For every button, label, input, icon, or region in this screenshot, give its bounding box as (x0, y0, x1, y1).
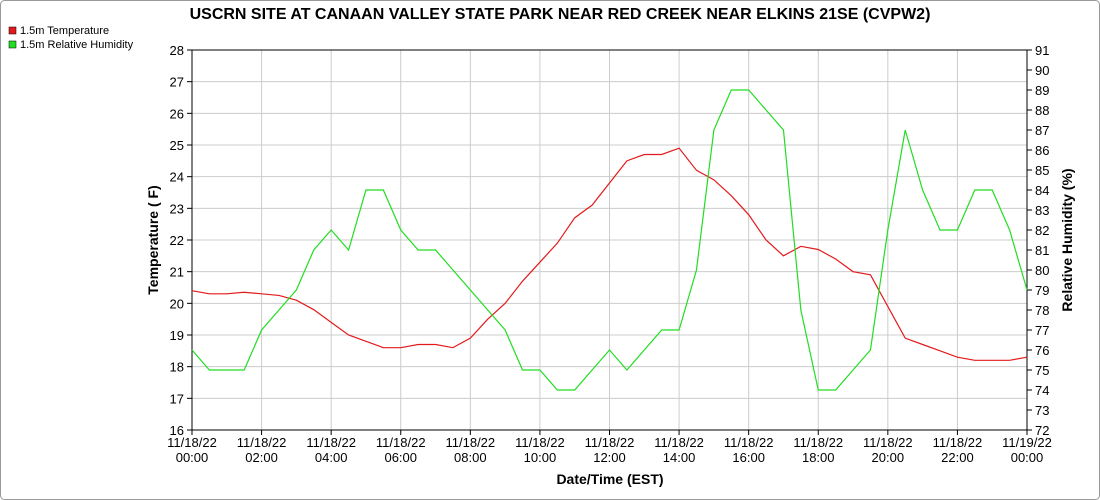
y2-tick-label: 83 (1035, 203, 1049, 218)
x-tick-label: 11/18/22 10:00 (515, 435, 565, 465)
y2-tick-label: 84 (1035, 183, 1049, 198)
y-tick-label: 21 (170, 265, 184, 280)
y2-tick-label: 86 (1035, 143, 1049, 158)
y-tick-label: 20 (170, 296, 184, 311)
y-tick-label: 27 (170, 75, 184, 90)
y2-tick-label: 75 (1035, 363, 1049, 378)
y2-tick-label: 88 (1035, 103, 1049, 118)
y2-tick-label: 72 (1035, 423, 1049, 438)
y-tick-label: 24 (170, 170, 184, 185)
x-axis-label: Date/Time (EST) (556, 471, 663, 487)
plot-border (191, 49, 1028, 431)
y2-axis-label: Relative Humidity (%) (1059, 168, 1075, 311)
x-tick-label: 11/18/22 20:00 (863, 435, 913, 465)
x-tick-label: 11/18/22 08:00 (446, 435, 496, 465)
y-axis-label: Temperature ( F) (145, 185, 161, 294)
y2-tick-label: 79 (1035, 283, 1049, 298)
y2-tick-label: 77 (1035, 323, 1049, 338)
x-tick-label: 11/19/22 00:00 (1002, 435, 1052, 465)
y-tick-label: 16 (170, 423, 184, 438)
y2-tick-label: 87 (1035, 123, 1049, 138)
y2-tick-label: 82 (1035, 223, 1049, 238)
chart-title: USCRN SITE AT CANAAN VALLEY STATE PARK N… (190, 6, 931, 23)
y2-tick-label: 74 (1035, 383, 1049, 398)
y2-tick-label: 85 (1035, 163, 1049, 178)
x-tick-label: 11/18/22 14:00 (654, 435, 704, 465)
line-series (191, 147, 1028, 361)
legend-label: 1.5m Relative Humidity (20, 39, 134, 51)
y2-tick-label: 81 (1035, 243, 1049, 258)
y-tick-label: 28 (170, 43, 184, 58)
y2-tick-label: 89 (1035, 83, 1049, 98)
x-tick-label: 11/18/22 02:00 (237, 435, 287, 465)
x-tick-label: 11/18/22 16:00 (724, 435, 774, 465)
x-tick-label: 11/18/22 22:00 (933, 435, 983, 465)
y-tick-label: 18 (170, 360, 184, 375)
x-tick-label: 11/18/22 12:00 (585, 435, 635, 465)
line-series (191, 89, 1028, 391)
y-tick-label: 19 (170, 328, 184, 343)
y2-tick-label: 80 (1035, 263, 1049, 278)
y2-tick-label: 78 (1035, 303, 1049, 318)
legend-swatch (8, 40, 17, 49)
y-tick-label: 22 (170, 233, 184, 248)
y-tick-label: 17 (170, 391, 184, 406)
legend-label: 1.5m Temperature (20, 25, 109, 37)
y-tick-label: 26 (170, 106, 184, 121)
x-tick-label: 11/18/22 00:00 (167, 435, 217, 465)
x-tick-label: 11/18/22 04:00 (306, 435, 356, 465)
y2-tick-label: 90 (1035, 63, 1049, 78)
y2-tick-label: 73 (1035, 403, 1049, 418)
y2-tick-label: 91 (1035, 43, 1049, 58)
y-tick-label: 25 (170, 138, 184, 153)
y-tick-label: 23 (170, 201, 184, 216)
legend-swatch (8, 26, 17, 35)
y2-tick-label: 76 (1035, 343, 1049, 358)
x-tick-label: 11/18/22 18:00 (793, 435, 843, 465)
x-tick-label: 11/18/22 06:00 (376, 435, 426, 465)
